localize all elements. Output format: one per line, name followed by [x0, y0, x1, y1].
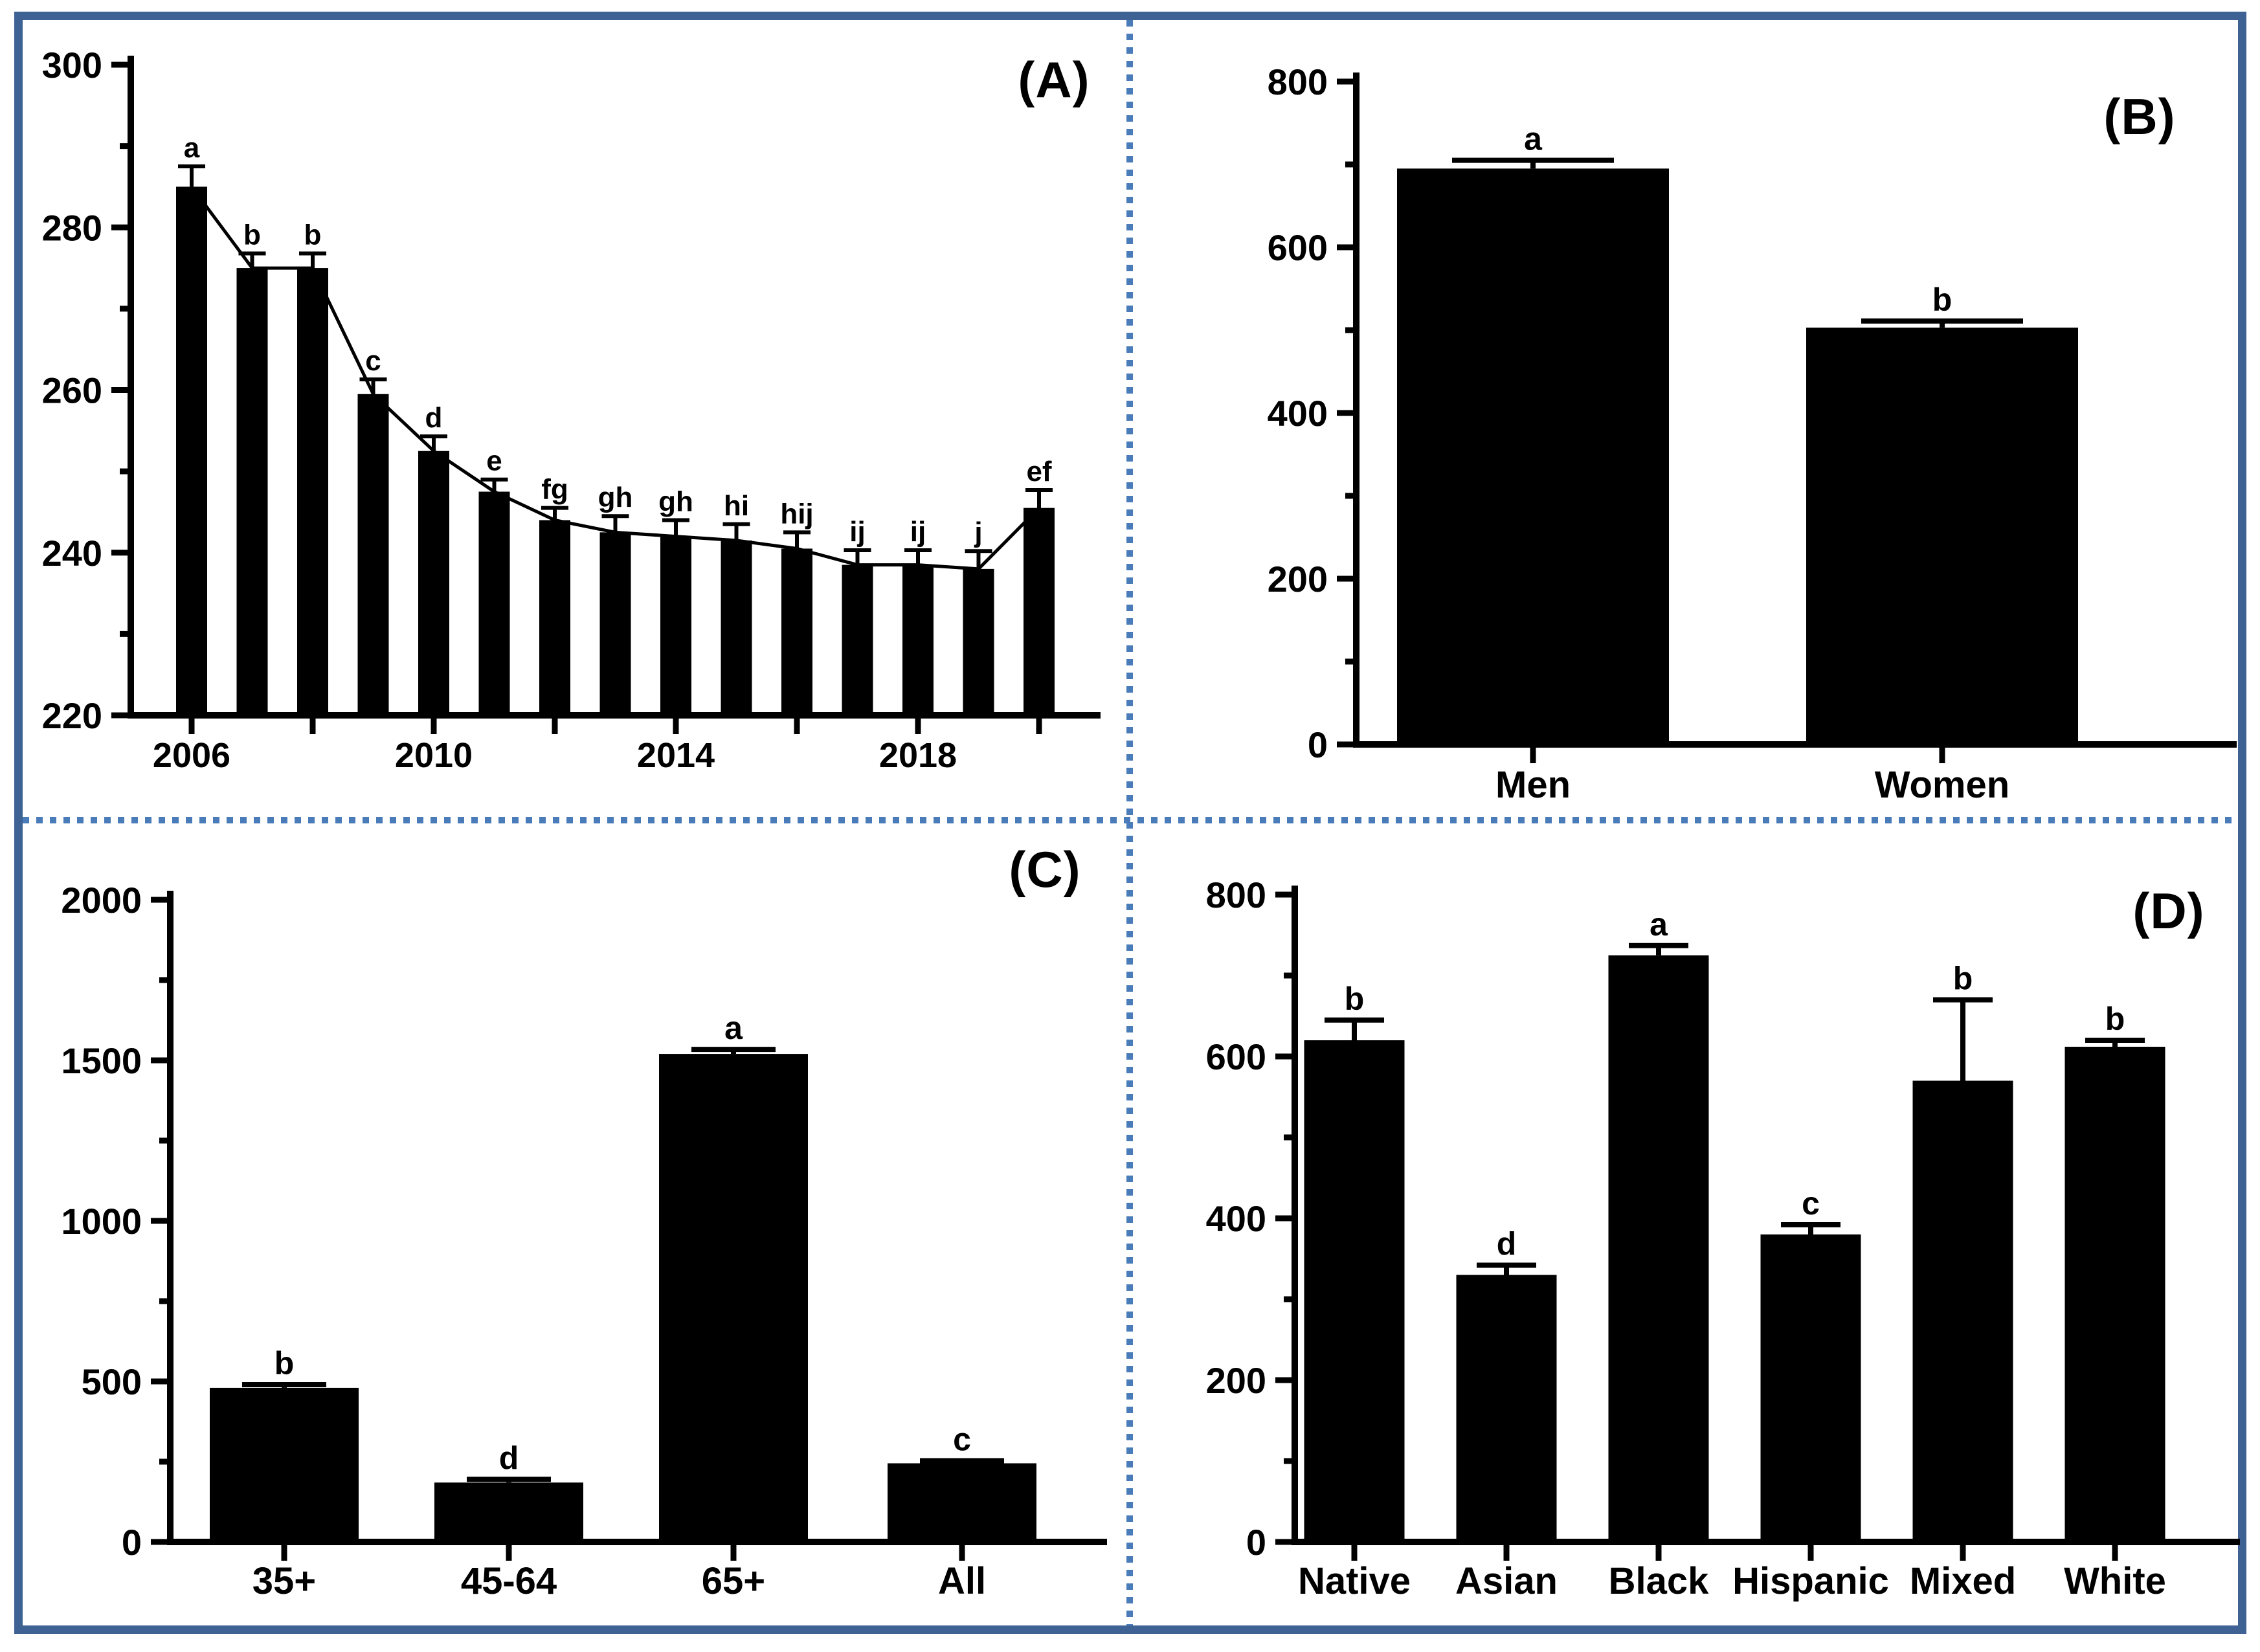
- svg-text:fg: fg: [541, 474, 568, 506]
- svg-text:Asian: Asian: [1455, 1560, 1558, 1602]
- svg-text:45-64: 45-64: [461, 1560, 557, 1602]
- svg-text:65+: 65+: [702, 1560, 765, 1602]
- svg-text:600: 600: [1206, 1036, 1266, 1077]
- svg-text:b: b: [304, 219, 322, 251]
- svg-text:hi: hi: [724, 490, 749, 522]
- svg-text:400: 400: [1268, 393, 1328, 434]
- svg-text:ij: ij: [910, 516, 926, 548]
- svg-text:d: d: [425, 402, 443, 434]
- svg-text:0: 0: [1308, 724, 1328, 765]
- svg-text:b: b: [243, 219, 261, 251]
- svg-text:b: b: [1932, 282, 1952, 318]
- svg-text:d: d: [1497, 1226, 1517, 1262]
- svg-text:0: 0: [122, 1522, 142, 1563]
- svg-text:b: b: [1953, 961, 1973, 997]
- panel-d-label: (D): [2132, 882, 2205, 939]
- svg-text:b: b: [274, 1345, 295, 1381]
- svg-text:260: 260: [42, 370, 102, 411]
- svg-text:a: a: [1524, 121, 1543, 157]
- svg-text:Mixed: Mixed: [1910, 1560, 2016, 1602]
- panel-b-label: (B): [2103, 88, 2176, 145]
- svg-text:a: a: [724, 1010, 743, 1046]
- svg-text:a: a: [184, 132, 200, 164]
- svg-text:All: All: [938, 1560, 986, 1602]
- svg-text:b: b: [1345, 981, 1365, 1017]
- svg-text:Women: Women: [1875, 764, 2009, 806]
- svg-text:Native: Native: [1298, 1560, 1411, 1602]
- svg-text:gh: gh: [598, 482, 633, 513]
- svg-text:600: 600: [1268, 227, 1328, 268]
- svg-text:hij: hij: [780, 498, 813, 530]
- panel-a-label: (A): [1018, 51, 1090, 108]
- svg-text:220: 220: [42, 695, 102, 736]
- svg-text:c: c: [1802, 1185, 1820, 1222]
- svg-text:b: b: [2105, 1001, 2125, 1037]
- svg-text:Men: Men: [1495, 764, 1571, 806]
- svg-text:e: e: [486, 445, 502, 477]
- svg-text:200: 200: [1268, 559, 1328, 599]
- svg-text:gh: gh: [658, 486, 693, 518]
- svg-text:Hispanic: Hispanic: [1732, 1560, 1889, 1602]
- panel-c-label: (C): [1009, 841, 1081, 898]
- svg-text:500: 500: [82, 1361, 142, 1402]
- svg-text:2014: 2014: [637, 736, 715, 775]
- svg-text:800: 800: [1268, 61, 1328, 102]
- svg-text:ij: ij: [849, 516, 865, 548]
- svg-text:a: a: [1650, 906, 1668, 943]
- svg-text:White: White: [2064, 1560, 2166, 1602]
- svg-text:2000: 2000: [61, 880, 142, 921]
- svg-text:2006: 2006: [153, 736, 230, 775]
- svg-text:0: 0: [1246, 1522, 1266, 1563]
- svg-text:1500: 1500: [61, 1040, 142, 1081]
- svg-text:800: 800: [1206, 875, 1266, 915]
- svg-text:2018: 2018: [879, 736, 957, 775]
- svg-text:1000: 1000: [61, 1201, 142, 1242]
- svg-text:d: d: [499, 1440, 519, 1476]
- svg-text:c: c: [365, 345, 381, 377]
- svg-text:400: 400: [1206, 1198, 1266, 1239]
- svg-text:300: 300: [42, 45, 102, 85]
- svg-text:Black: Black: [1609, 1560, 1710, 1602]
- svg-text:ef: ef: [1026, 456, 1051, 487]
- svg-text:j: j: [974, 517, 982, 548]
- svg-text:240: 240: [42, 533, 102, 574]
- quadrant-divider-horizontal: [23, 817, 2238, 823]
- svg-text:35+: 35+: [252, 1560, 316, 1602]
- svg-text:280: 280: [42, 207, 102, 248]
- svg-text:2010: 2010: [395, 736, 473, 775]
- svg-text:200: 200: [1206, 1360, 1266, 1401]
- svg-text:c: c: [953, 1422, 971, 1458]
